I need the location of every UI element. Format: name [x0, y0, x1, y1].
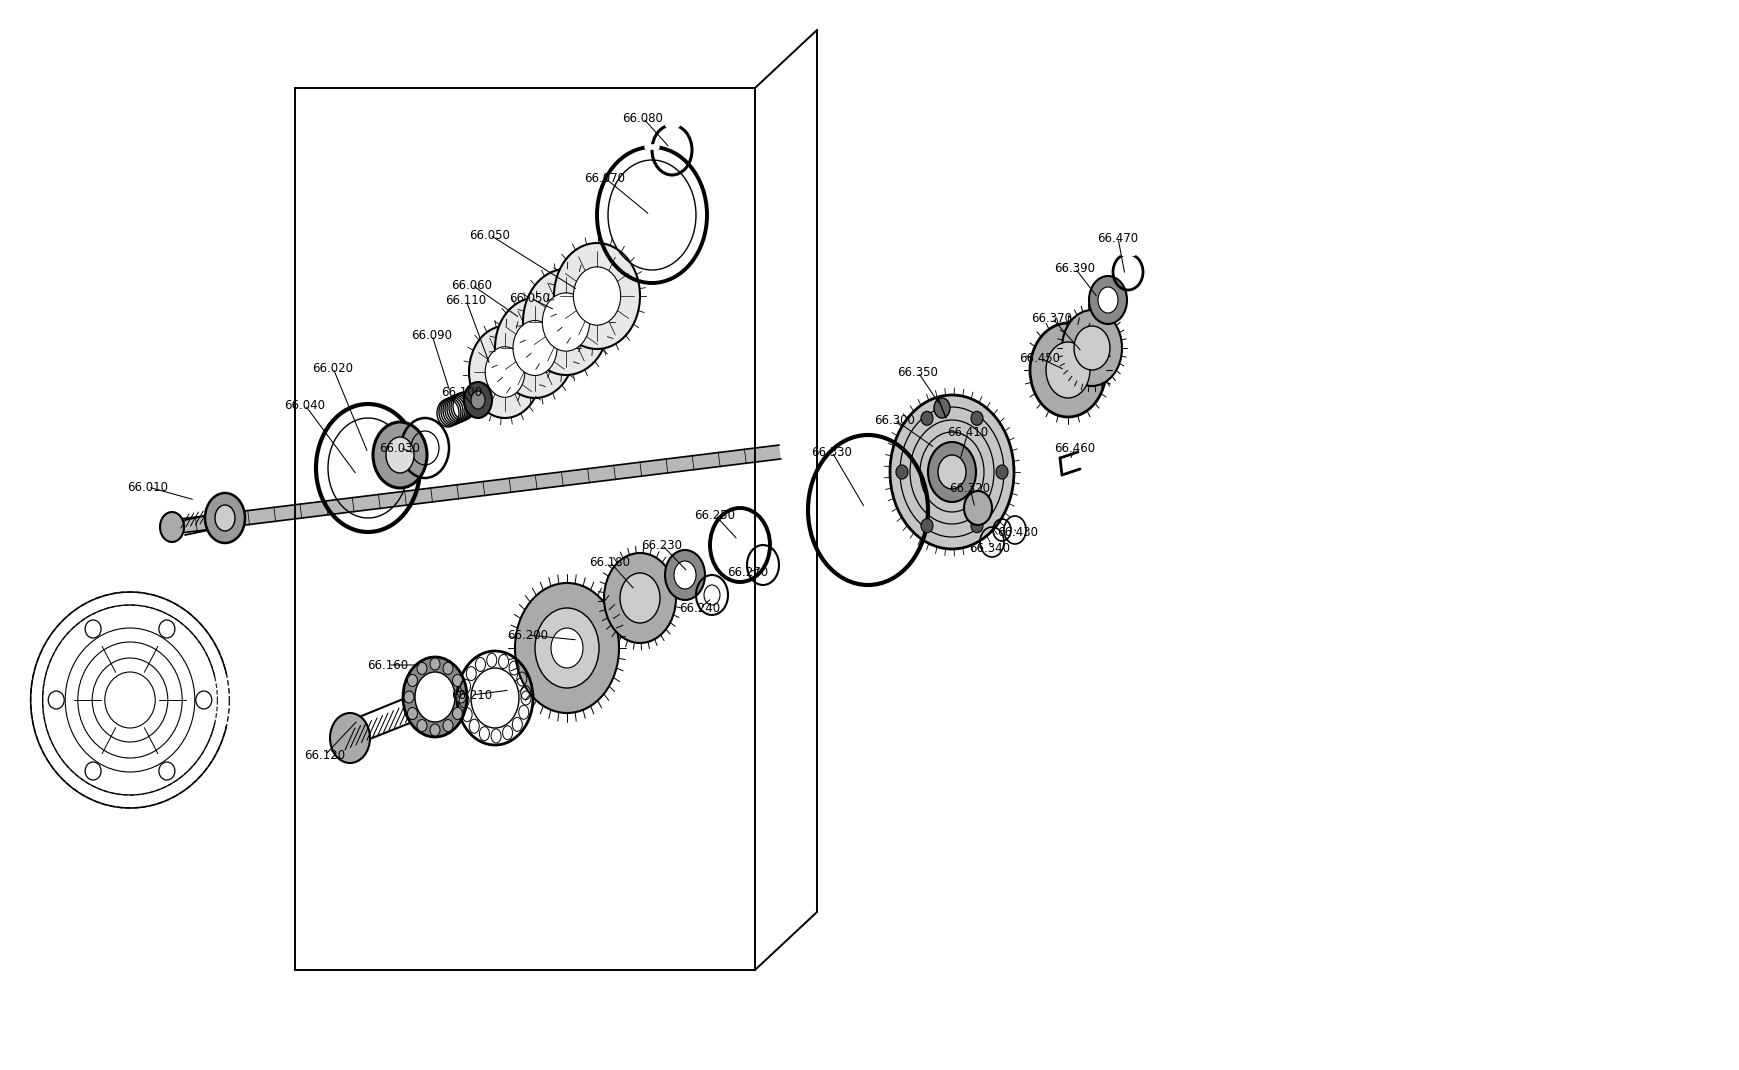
Ellipse shape	[970, 519, 983, 533]
Ellipse shape	[970, 411, 983, 425]
Ellipse shape	[603, 553, 676, 643]
Text: 66.240: 66.240	[678, 601, 720, 614]
Text: 66.300: 66.300	[875, 413, 915, 427]
Text: 66.270: 66.270	[727, 566, 769, 579]
Text: 66.250: 66.250	[694, 508, 736, 521]
Text: 66.110: 66.110	[445, 293, 487, 306]
Ellipse shape	[417, 662, 426, 674]
Ellipse shape	[456, 691, 466, 703]
Text: 66.430: 66.430	[996, 525, 1038, 538]
Ellipse shape	[1045, 342, 1089, 398]
Polygon shape	[170, 445, 781, 534]
Ellipse shape	[534, 608, 598, 688]
Ellipse shape	[1073, 326, 1109, 370]
Ellipse shape	[386, 437, 414, 473]
Ellipse shape	[553, 243, 640, 349]
Text: 66.450: 66.450	[1019, 352, 1059, 365]
Ellipse shape	[927, 442, 976, 502]
Ellipse shape	[85, 762, 101, 780]
Ellipse shape	[443, 662, 452, 674]
Text: 66.390: 66.390	[1054, 261, 1096, 275]
Ellipse shape	[85, 620, 101, 638]
Text: 66.320: 66.320	[949, 482, 989, 494]
Text: 66.180: 66.180	[590, 555, 630, 568]
Ellipse shape	[896, 465, 908, 479]
Ellipse shape	[330, 713, 370, 763]
Ellipse shape	[889, 395, 1014, 549]
Text: 66.090: 66.090	[410, 328, 452, 341]
Ellipse shape	[443, 720, 452, 732]
Text: 66.330: 66.330	[810, 445, 852, 459]
Ellipse shape	[515, 583, 619, 713]
Ellipse shape	[416, 672, 454, 722]
Text: 66.460: 66.460	[1054, 442, 1096, 455]
Text: 66.120: 66.120	[304, 749, 346, 762]
Ellipse shape	[619, 574, 659, 623]
Ellipse shape	[452, 674, 463, 687]
Ellipse shape	[417, 720, 426, 732]
Text: 66.080: 66.080	[623, 111, 663, 124]
Ellipse shape	[920, 411, 932, 425]
Ellipse shape	[470, 326, 541, 418]
Ellipse shape	[963, 491, 991, 525]
Text: 66.410: 66.410	[948, 426, 988, 439]
Ellipse shape	[403, 691, 414, 703]
Ellipse shape	[485, 347, 525, 397]
Ellipse shape	[1029, 323, 1106, 417]
Ellipse shape	[403, 657, 466, 737]
Text: 66.370: 66.370	[1031, 311, 1071, 324]
Ellipse shape	[1089, 276, 1127, 324]
Text: 66.050: 66.050	[510, 291, 550, 305]
Ellipse shape	[407, 707, 417, 719]
Ellipse shape	[372, 422, 426, 488]
Ellipse shape	[574, 266, 621, 325]
Text: 66.200: 66.200	[508, 628, 548, 642]
Text: 66.160: 66.160	[367, 658, 409, 672]
Ellipse shape	[664, 550, 704, 600]
Ellipse shape	[934, 398, 949, 418]
Ellipse shape	[471, 391, 485, 409]
Text: 66.010: 66.010	[127, 480, 169, 493]
Ellipse shape	[673, 561, 696, 589]
Text: 66.340: 66.340	[969, 541, 1010, 554]
Ellipse shape	[543, 293, 590, 351]
Ellipse shape	[158, 762, 176, 780]
Ellipse shape	[937, 455, 965, 489]
Ellipse shape	[452, 707, 463, 719]
Ellipse shape	[407, 674, 417, 687]
Ellipse shape	[205, 493, 245, 542]
Ellipse shape	[920, 519, 932, 533]
Text: 66.040: 66.040	[285, 398, 325, 412]
Ellipse shape	[1097, 287, 1118, 314]
Ellipse shape	[49, 691, 64, 709]
Ellipse shape	[464, 382, 492, 418]
Text: 66.470: 66.470	[1097, 231, 1137, 245]
Ellipse shape	[160, 513, 184, 542]
Ellipse shape	[551, 628, 583, 668]
Ellipse shape	[523, 269, 609, 374]
Ellipse shape	[216, 505, 235, 531]
Ellipse shape	[430, 658, 440, 670]
Text: 66.230: 66.230	[642, 538, 682, 551]
Ellipse shape	[995, 465, 1007, 479]
Text: 66.060: 66.060	[450, 278, 492, 291]
Text: 66.030: 66.030	[379, 442, 421, 455]
Text: 66.210: 66.210	[450, 688, 492, 702]
Ellipse shape	[430, 724, 440, 736]
Ellipse shape	[1061, 310, 1122, 386]
Text: 66.020: 66.020	[313, 362, 353, 374]
Text: 66.070: 66.070	[584, 171, 624, 184]
Text: 66.350: 66.350	[897, 366, 937, 379]
Ellipse shape	[158, 620, 176, 638]
Text: 66.050: 66.050	[470, 229, 510, 242]
Ellipse shape	[513, 321, 556, 376]
Ellipse shape	[197, 691, 212, 709]
Text: 66.100: 66.100	[442, 385, 482, 398]
Ellipse shape	[494, 299, 574, 398]
